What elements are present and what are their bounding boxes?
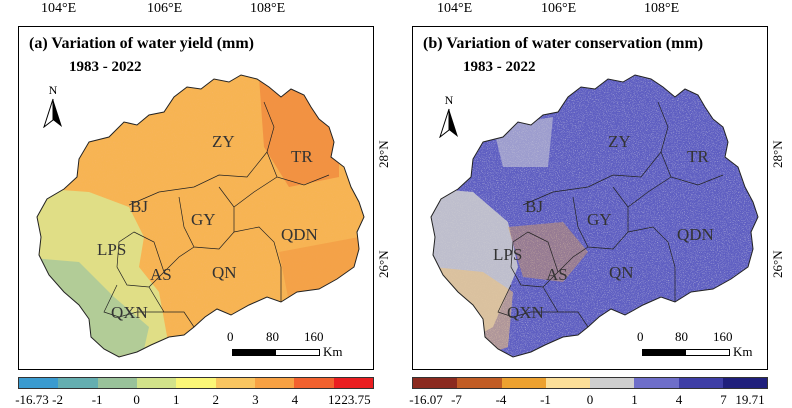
region-label-bj: BJ — [130, 197, 148, 216]
scale-bar-a — [232, 349, 320, 356]
map-panel-water-yield: (a) Variation of water yield (mm) 1983 -… — [18, 26, 374, 370]
region-label-lps: LPS — [493, 245, 523, 264]
legend-label-a-8: 12 — [327, 392, 341, 407]
legend-label-b-5: 1 — [631, 392, 638, 407]
lon-label-108-b: 108°E — [644, 1, 680, 16]
region-label-zy: ZY — [608, 132, 631, 151]
legend-label-a-3: 0 — [133, 392, 140, 407]
legend-label-b-8: 19.71 — [735, 392, 765, 407]
panel-a-period: 1983 - 2022 — [69, 59, 142, 75]
lon-label-108-a: 108°E — [250, 1, 286, 16]
legend-swatch-b-7 — [722, 378, 767, 388]
region-label-qxn: QXN — [507, 303, 544, 322]
region-label-as: AS — [150, 265, 172, 284]
scale-tick-80-b: 80 — [675, 329, 688, 344]
north-arrow-icon — [43, 98, 62, 129]
region-label-qdn: QDN — [677, 225, 714, 244]
legend-label-b-1: -7 — [451, 392, 462, 407]
lat-label-26-b: 26°N — [770, 250, 785, 278]
water-conservation-map — [430, 74, 759, 358]
region-boundaries-b — [430, 74, 759, 358]
scale-tick-0-b: 0 — [637, 329, 644, 344]
legend-swatch-b-6 — [678, 378, 723, 388]
legend-label-a-1: -2 — [52, 392, 63, 407]
legend-label-a-6: 3 — [252, 392, 259, 407]
legend-water-conservation — [412, 377, 768, 389]
region-label-qdn: QDN — [281, 225, 318, 244]
legend-swatch-a-1 — [58, 378, 98, 388]
north-label-b: N — [444, 93, 454, 107]
legend-label-a-4: 1 — [172, 392, 180, 407]
scale-tick-160-a: 160 — [304, 329, 324, 344]
region-label-gy: GY — [191, 210, 216, 229]
scale-tick-160-b: 160 — [713, 329, 733, 344]
region-label-tr: TR — [291, 147, 313, 166]
legend-swatch-a-8 — [333, 378, 373, 388]
region-label-qn: QN — [212, 263, 237, 282]
scale-unit-b: Km — [733, 344, 753, 359]
region-label-bj: BJ — [525, 197, 543, 216]
legend-label-a-2: -1 — [91, 392, 103, 407]
legend-label-a-9: 23.75 — [341, 392, 371, 407]
north-arrow-a: N — [43, 83, 63, 133]
legend-swatch-b-3 — [545, 378, 590, 388]
legend-label-a-5: 2 — [212, 392, 220, 407]
lon-label-106-a: 106°E — [147, 1, 183, 16]
legend-label-a-0: -16.73 — [15, 392, 49, 407]
lat-label-28-a: 28°N — [376, 140, 391, 168]
panel-b-period: 1983 - 2022 — [463, 59, 536, 75]
scale-tick-80-a: 80 — [266, 329, 279, 344]
legend-label-b-3: -1 — [540, 392, 551, 407]
legend-swatch-b-5 — [634, 378, 679, 388]
region-label-as: AS — [546, 265, 568, 284]
map-panel-water-conservation: (b) Variation of water conservation (mm)… — [412, 26, 768, 370]
legend-swatch-a-7 — [294, 378, 334, 388]
lon-label-106-b: 106°E — [541, 1, 577, 16]
legend-swatch-a-3 — [136, 378, 177, 388]
legend-swatch-b-2 — [501, 378, 546, 388]
panel-a-title: (a) Variation of water yield (mm) — [29, 35, 254, 52]
legend-label-b-0: -16.07 — [409, 392, 443, 407]
conservation-central-decrease-zone — [508, 222, 588, 282]
legend-water-yield — [18, 377, 374, 389]
region-label-qn: QN — [609, 263, 634, 282]
lon-label-104-b: 104°E — [437, 1, 473, 16]
scale-bar-b — [642, 349, 730, 356]
water-yield-map — [36, 74, 365, 358]
lat-label-28-b: 28°N — [770, 140, 785, 168]
legend-swatch-a-2 — [97, 378, 137, 388]
legend-label-b-4: 0 — [586, 392, 594, 407]
legend-swatch-b-4 — [590, 378, 635, 388]
north-arrow-b: N — [439, 93, 459, 143]
legend-swatch-a-4 — [176, 378, 216, 388]
scale-unit-a: Km — [323, 344, 343, 359]
legend-swatch-b-0 — [413, 378, 458, 388]
legend-label-b-6: 4 — [675, 392, 683, 407]
conservation-southwest-decrease-zone — [431, 267, 513, 357]
north-arrow-icon — [439, 108, 458, 139]
north-label-a: N — [48, 83, 58, 97]
lon-label-104-a: 104°E — [41, 1, 77, 16]
region-label-qxn: QXN — [111, 303, 148, 322]
legend-swatch-a-6 — [254, 378, 295, 388]
region-label-lps: LPS — [97, 240, 127, 259]
lat-label-26-a: 26°N — [376, 250, 391, 278]
region-boundaries — [36, 74, 365, 358]
legend-swatch-b-1 — [457, 378, 502, 388]
region-label-tr: TR — [687, 147, 709, 166]
region-label-gy: GY — [587, 210, 612, 229]
legend-label-a-7: 4 — [291, 392, 299, 407]
conservation-northwest-neutral-zone — [493, 117, 553, 167]
legend-swatch-a-5 — [215, 378, 255, 388]
legend-label-b-2: -4 — [495, 392, 507, 407]
legend-label-b-7: 7 — [720, 392, 727, 407]
scale-tick-0-a: 0 — [227, 329, 234, 344]
legend-swatch-a-0 — [19, 378, 59, 388]
region-label-zy: ZY — [212, 132, 235, 151]
panel-b-title: (b) Variation of water conservation (mm) — [423, 35, 704, 52]
